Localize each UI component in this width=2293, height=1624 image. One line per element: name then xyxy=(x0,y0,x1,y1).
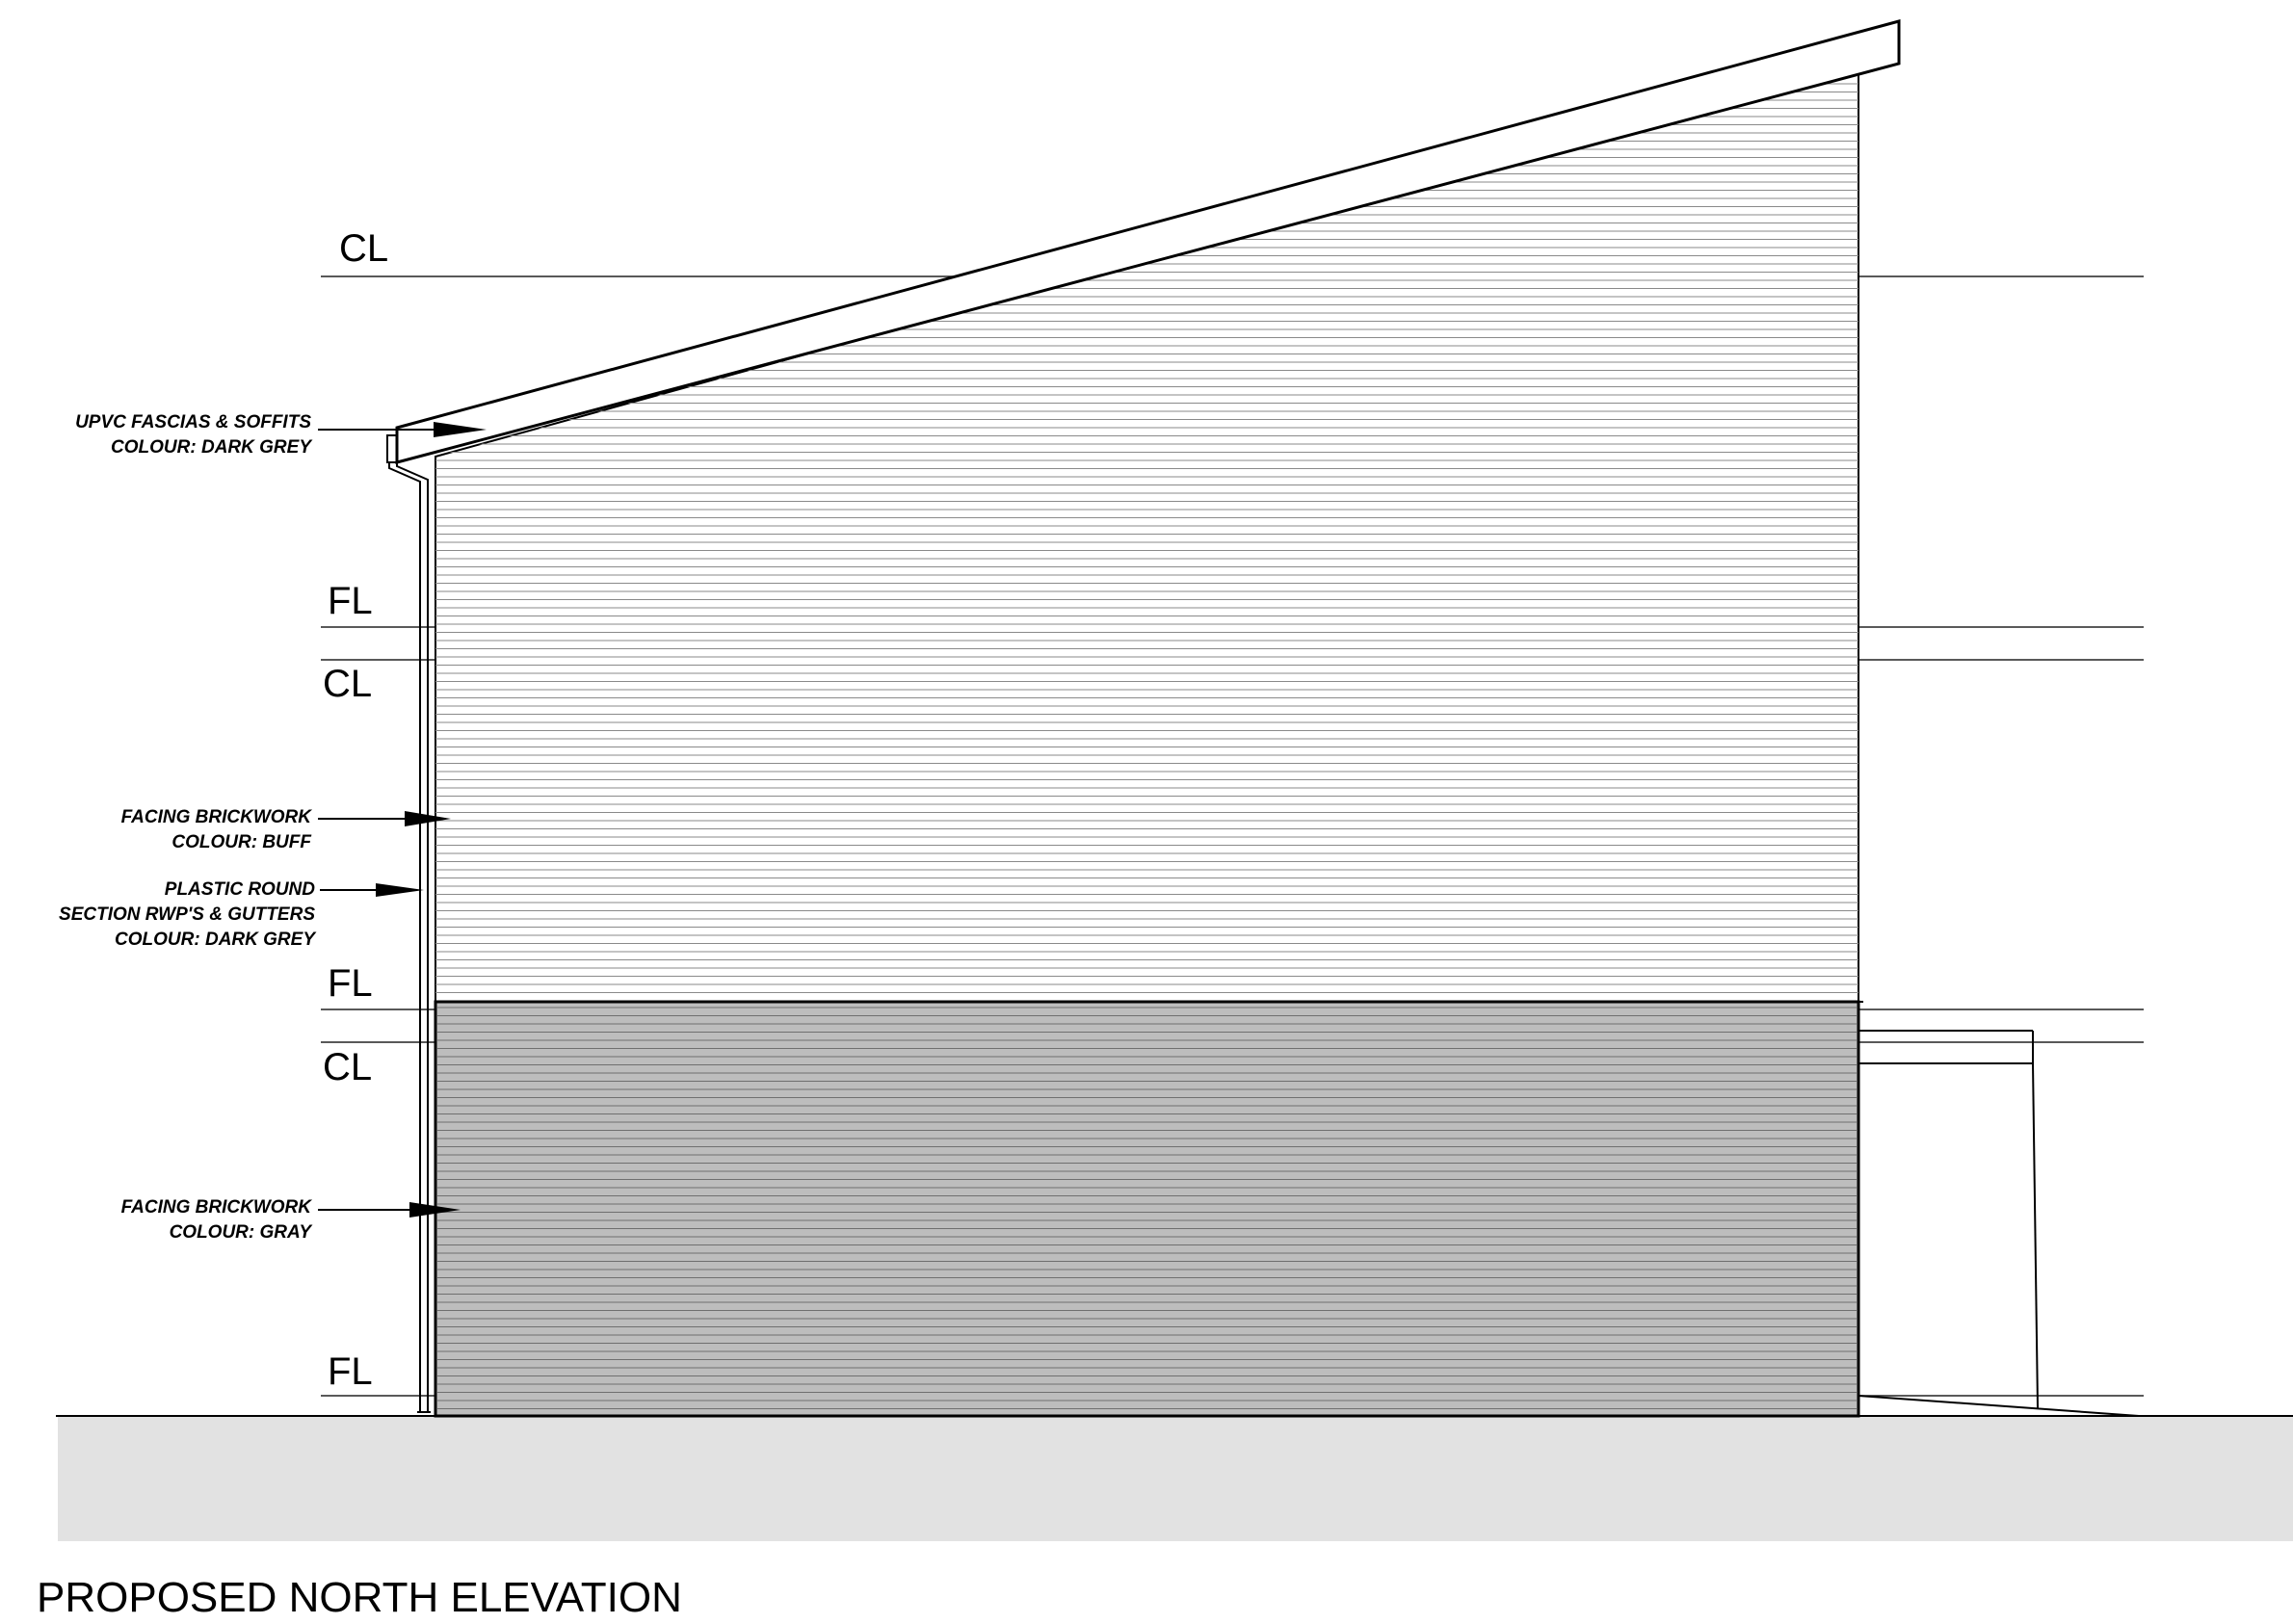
lower-brick-coursing xyxy=(437,1007,1857,1409)
svg-text:UPVC FASCIAS & SOFFITS: UPVC FASCIAS & SOFFITS xyxy=(75,412,311,432)
drawing-title: PROPOSED NORTH ELEVATION xyxy=(37,1574,682,1621)
level-cl-ground: CL xyxy=(323,1046,372,1088)
rainwater-pipe xyxy=(386,434,431,1413)
side-extension xyxy=(1858,1030,2140,1417)
svg-text:FACING BRICKWORK: FACING BRICKWORK xyxy=(121,1197,313,1218)
arrowhead xyxy=(434,422,487,437)
svg-text:COLOUR: DARK GREY: COLOUR: DARK GREY xyxy=(111,437,313,458)
arrowhead xyxy=(376,883,424,897)
svg-text:COLOUR: BUFF: COLOUR: BUFF xyxy=(171,832,312,852)
level-fl-ground: FL xyxy=(328,1350,373,1393)
note-brick-gray: FACING BRICKWORK COLOUR: GRAY xyxy=(121,1197,461,1243)
level-fl-first: FL xyxy=(328,580,373,622)
level-cl-first: CL xyxy=(323,663,372,705)
lower-wall xyxy=(434,1000,1860,1418)
note-fascias: UPVC FASCIAS & SOFFITS COLOUR: DARK GREY xyxy=(75,412,487,458)
arrowhead xyxy=(409,1202,461,1218)
note-rwp: PLASTIC ROUND SECTION RWP'S & GUTTERS CO… xyxy=(59,879,424,950)
level-fl-mid: FL xyxy=(328,962,373,1005)
arrowhead xyxy=(405,811,451,826)
svg-text:COLOUR: DARK GREY: COLOUR: DARK GREY xyxy=(115,930,317,950)
svg-text:FACING BRICKWORK: FACING BRICKWORK xyxy=(121,807,313,827)
svg-text:COLOUR: GRAY: COLOUR: GRAY xyxy=(170,1222,314,1243)
svg-text:PLASTIC ROUND: PLASTIC ROUND xyxy=(165,879,316,900)
upper-wall xyxy=(435,62,1859,1003)
ground-band xyxy=(58,1416,2293,1541)
level-cl-top: CL xyxy=(339,227,388,270)
svg-text:SECTION RWP'S & GUTTERS: SECTION RWP'S & GUTTERS xyxy=(59,904,315,925)
note-brick-buff: FACING BRICKWORK COLOUR: BUFF xyxy=(121,807,451,852)
